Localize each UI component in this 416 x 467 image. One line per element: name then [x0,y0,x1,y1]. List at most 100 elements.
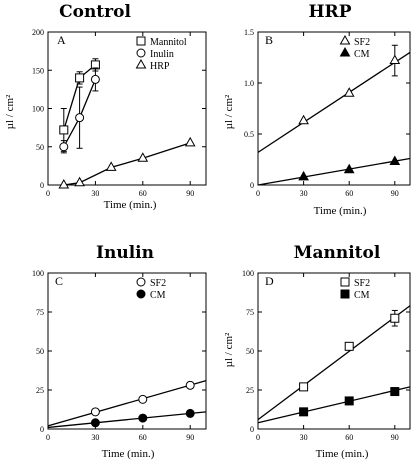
y-axis-label: µl / cm² [223,94,235,129]
x-tick-label: 60 [139,189,147,198]
series-3 [58,136,196,189]
data-point [75,113,85,123]
fit-line [257,157,411,186]
x-tick-label: 60 [139,433,147,442]
data-point [340,289,350,299]
legend-label: HRP [150,61,170,72]
x-tick-label: 90 [186,433,194,442]
legend-label: Mannitol [150,37,187,48]
y-tick-label: 1.0 [244,79,254,88]
x-tick-label: 30 [91,433,99,442]
data-point [90,418,100,428]
data-point [136,48,146,58]
x-tick-label: 0 [46,433,50,442]
series-1 [257,44,411,153]
y-tick-label: 75 [36,308,44,317]
data-point [75,73,85,83]
data-point [59,142,69,152]
y-axis-label: µl / cm² [4,94,16,129]
x-axis-label: Time (min.) [314,205,367,217]
data-point [135,58,147,69]
x-tick-label: 90 [391,433,399,442]
series-2 [257,386,411,424]
data-point [390,313,400,323]
panel-title: Mannitol [294,243,381,263]
x-tick-label: 0 [256,433,260,442]
y-tick-label: 150 [32,66,44,75]
data-point [299,407,309,417]
x-axis-label: Time (min.) [316,448,369,460]
y-tick-label: 25 [36,386,44,395]
data-point [389,155,401,166]
data-point [74,176,85,187]
data-point [138,413,148,423]
plot-frame [47,272,207,430]
series-2 [47,408,207,429]
data-point [185,408,195,418]
x-tick-label: 60 [345,189,353,198]
x-tick-label: 90 [391,189,399,198]
data-point [339,46,351,57]
legend-label: CM [354,49,370,60]
y-axis-label: µl / cm² [223,332,235,367]
data-point [344,396,354,406]
x-tick-label: 30 [300,433,308,442]
data-point [344,341,354,351]
data-point [343,163,355,174]
data-point [299,382,309,392]
y-tick-label: 0.5 [244,130,254,139]
panel-label: B [265,33,273,47]
legend-label: SF2 [150,278,166,289]
panel-label: D [265,274,274,288]
x-axis-label: Time (min.) [104,199,157,211]
plot-frame [257,272,411,430]
y-tick-label: 75 [246,308,254,317]
y-tick-label: 50 [246,347,254,356]
data-point [137,152,149,162]
y-tick-label: 50 [36,143,44,152]
data-point [90,407,100,417]
x-axis-label: Time (min.) [102,448,155,460]
panel-title: Control [59,2,131,22]
data-point [339,34,351,45]
fit-line [257,386,411,424]
panel-hrp: HRP B Time (min.) µl / cm² [223,2,367,217]
x-tick-label: 60 [345,433,353,442]
data-point [389,54,401,65]
data-point [390,387,400,397]
x-tick-label: 0 [46,189,50,198]
panel-title: HRP [309,2,352,22]
data-point [185,380,195,390]
panel-control: Control A Time (min.) µl / cm² [4,2,157,211]
data-point [58,178,70,189]
y-tick-label: 100 [242,269,254,278]
panel-inulin: Inulin C Time (min.) [55,243,155,460]
x-tick-label: 90 [186,189,194,198]
series-2 [257,155,411,186]
x-tick-label: 30 [91,189,99,198]
data-point [298,114,309,125]
fit-line [257,305,411,421]
legend-label: CM [150,290,166,301]
legend-label: Inulin [150,49,174,60]
panel-label: C [55,274,63,288]
panel-label: A [57,33,66,47]
data-point [343,87,355,97]
panel-title: Inulin [96,243,154,263]
legend-label: SF2 [354,278,370,289]
y-tick-label: 0 [40,181,44,190]
data-point [136,277,146,287]
panel-mannitol: Mannitol D Time (min.) µl / cm² [223,243,381,460]
fit-line [47,380,207,427]
y-tick-label: 50 [36,347,44,356]
y-tick-label: 100 [32,105,44,114]
y-tick-label: 1.5 [244,28,254,37]
